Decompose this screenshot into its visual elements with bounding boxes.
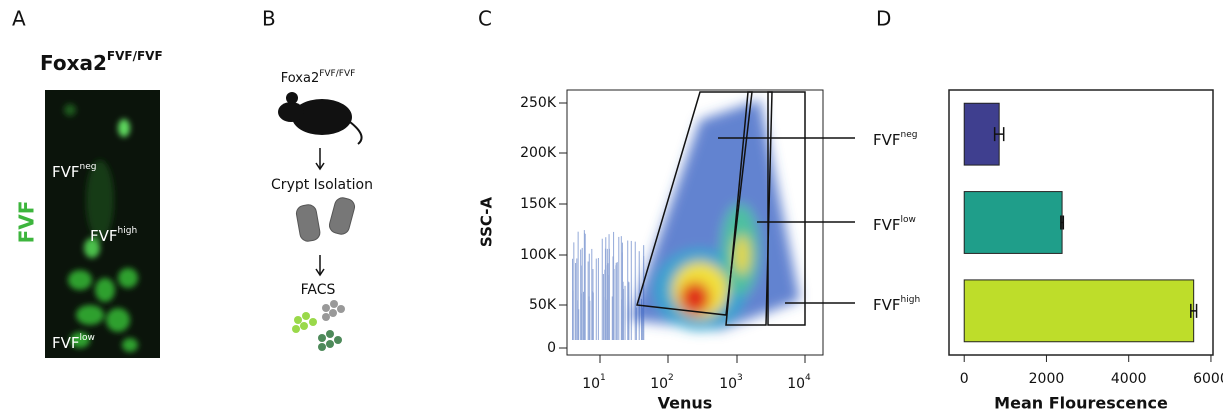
gate [636,91,855,326]
arrow [315,148,325,277]
y-tick-label: 0 [547,340,556,356]
x-axis-label: Venus [658,394,713,413]
y-tick-label: 50K [529,297,557,313]
panel-letter: B [262,7,276,31]
category-label: FVFhigh [873,295,920,314]
mouse-label: Foxa2FVF/FVF [281,69,356,86]
x-tick-label: 102 [650,373,674,393]
step-label: Crypt Isolation [271,177,373,193]
mouse-icon [278,92,363,145]
y-tick-label: 200K [520,145,557,161]
x-tick-label: 6000 [1193,371,1223,387]
y-tick-label: 100K [520,247,557,263]
x-tick-label: 101 [582,373,606,393]
cell-label: FVFhigh [90,226,137,245]
x-tick-label: 0 [960,371,969,387]
micrograph [45,90,160,358]
side-label: FVF [15,201,39,244]
x-tick-label: 2000 [1029,371,1065,387]
cell-label: FVFneg [52,162,97,181]
tube-icon [295,197,356,242]
step-label: FACS [301,282,336,298]
error-bar [1060,215,1065,230]
error-bar [1190,303,1198,318]
x-tick-label: 103 [719,373,743,393]
x-axis-label: Mean Flourescence [994,394,1168,413]
cells-icon [292,300,345,351]
x-tick-label: 4000 [1111,371,1147,387]
category-label: FVFneg [873,130,918,149]
plot-frame [948,89,1214,356]
bar [963,279,1195,343]
category-label: FVFlow [873,215,916,234]
panel-letter: A [12,7,26,31]
y-axis-label: SSC-A [478,197,496,248]
bar [963,191,1063,254]
y-tick-label: 250K [520,95,557,111]
panel-letter: C [478,7,492,31]
x-tick-label: 104 [787,373,811,393]
panel-letter: D [876,7,891,31]
error-bar [993,127,1005,142]
panel-title: Foxa2FVF/FVF [40,49,163,75]
cell-label: FVFlow [52,333,95,352]
y-tick-label: 150K [520,196,557,212]
